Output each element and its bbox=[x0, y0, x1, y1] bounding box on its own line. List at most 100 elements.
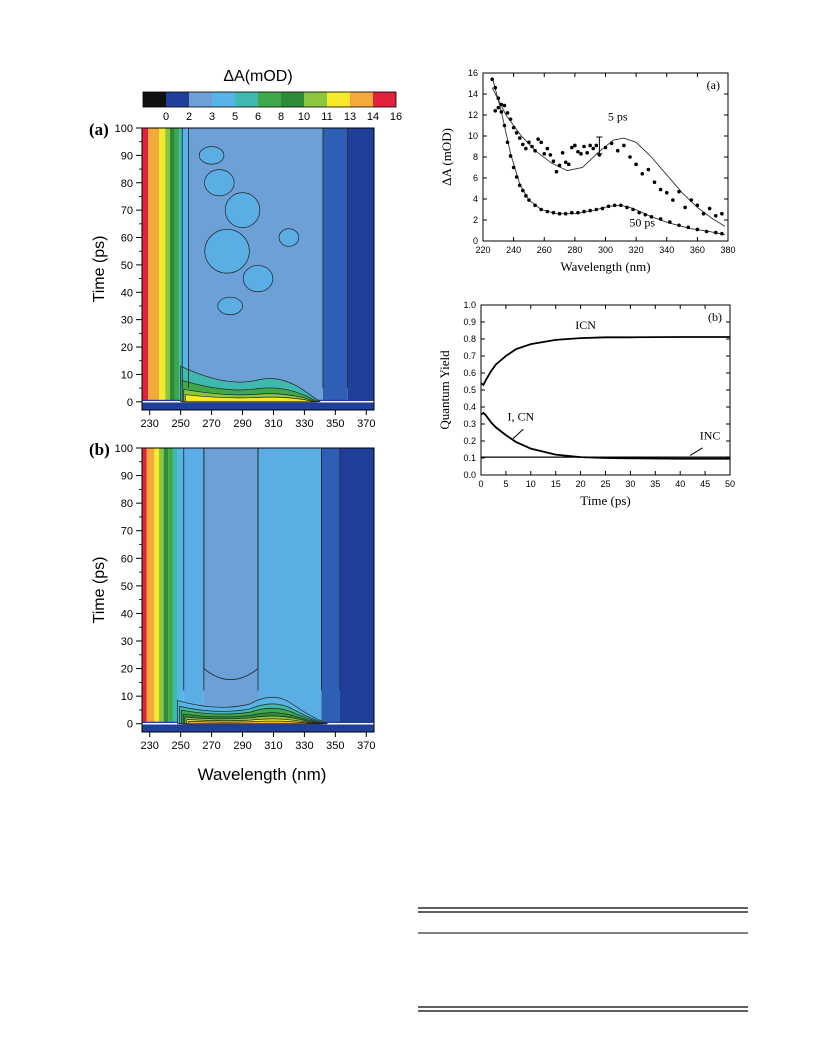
data-point bbox=[628, 155, 632, 159]
data-point bbox=[499, 102, 504, 107]
data-point bbox=[508, 117, 513, 121]
colorbar-cell bbox=[258, 92, 281, 107]
data-point bbox=[527, 198, 531, 202]
data-point bbox=[508, 154, 513, 158]
data-point bbox=[634, 162, 638, 167]
colorbar-cell bbox=[327, 92, 350, 107]
y-tick-label: 10 bbox=[468, 131, 478, 141]
plot-frame bbox=[480, 304, 731, 476]
y-tick-label: 50 bbox=[121, 260, 133, 272]
data-point bbox=[720, 211, 724, 216]
data-point bbox=[566, 162, 571, 167]
data-point bbox=[502, 103, 507, 108]
colorbar-cell bbox=[235, 92, 258, 107]
heatmap-band bbox=[339, 448, 374, 732]
colorbar-tick-label: 5 bbox=[232, 111, 238, 123]
contour-region bbox=[188, 720, 319, 725]
data-point bbox=[490, 77, 494, 82]
data-point bbox=[539, 140, 543, 145]
data-point bbox=[557, 211, 562, 216]
y-tick-label: 70 bbox=[121, 526, 133, 538]
y-tick-label: 10 bbox=[121, 691, 133, 703]
series-label-icn: ICN bbox=[575, 318, 596, 332]
data-point bbox=[545, 209, 550, 214]
x-tick-label: 290 bbox=[233, 740, 251, 752]
x-tick-label: 350 bbox=[326, 418, 344, 430]
data-point bbox=[637, 210, 641, 215]
x-tick-label: 30 bbox=[625, 479, 635, 489]
heatmap-band bbox=[183, 448, 204, 732]
data-point bbox=[514, 175, 519, 179]
heatmap-band bbox=[159, 448, 164, 732]
baseline-strip bbox=[142, 399, 374, 410]
y-tick-label: 0.4 bbox=[463, 402, 476, 412]
data-point bbox=[615, 148, 620, 153]
x-tick-label: 280 bbox=[567, 245, 582, 255]
y-axis-label: Time (ps) bbox=[91, 557, 108, 624]
y-axis-label: Quantum Yield bbox=[437, 350, 452, 430]
data-point bbox=[536, 137, 540, 141]
colorbar-tick-label: 3 bbox=[209, 111, 215, 123]
data-point bbox=[622, 143, 626, 148]
colorbar-tick-label: 6 bbox=[255, 111, 261, 123]
data-point bbox=[689, 198, 694, 202]
data-point bbox=[582, 209, 586, 214]
y-tick-label: 0.1 bbox=[463, 453, 476, 463]
y-tick-label: 0.3 bbox=[463, 419, 476, 429]
y-tick-label: 0.0 bbox=[463, 470, 476, 480]
colorbar-cell bbox=[281, 92, 304, 107]
x-tick-label: 290 bbox=[233, 418, 251, 430]
data-point bbox=[514, 131, 519, 135]
x-tick-label: 10 bbox=[526, 479, 536, 489]
panel-label-a: (a) bbox=[89, 120, 109, 139]
series-label-icn2: I, CN bbox=[508, 410, 535, 424]
data-point bbox=[643, 212, 648, 217]
y-tick-label: 40 bbox=[121, 287, 133, 299]
y-tick-label: 60 bbox=[121, 553, 133, 565]
x-tick-label: 320 bbox=[629, 245, 644, 255]
data-point bbox=[677, 223, 681, 228]
contour-island bbox=[204, 228, 250, 274]
data-point bbox=[545, 146, 550, 151]
colorbar-frame bbox=[142, 91, 397, 108]
data-point bbox=[554, 169, 559, 174]
data-point bbox=[557, 163, 562, 168]
x-tick-label: 310 bbox=[264, 740, 282, 752]
data-point bbox=[551, 159, 556, 163]
y-axis-label: Time (ps) bbox=[91, 236, 108, 303]
data-point bbox=[588, 143, 592, 148]
x-tick-label: 230 bbox=[141, 740, 159, 752]
heatmap-band bbox=[142, 128, 149, 410]
y-tick-label: 30 bbox=[121, 636, 133, 648]
y-tick-label: 80 bbox=[121, 178, 133, 190]
spectrum-chart: 220 240 260 280 300 320 340 360 380 0 2 4 6 8 10 12 14 16… bbox=[439, 68, 736, 274]
y-tick-label: 10 bbox=[121, 369, 133, 381]
data-point bbox=[517, 136, 522, 140]
y-tick-label: 4 bbox=[473, 194, 478, 204]
data-point bbox=[701, 211, 706, 216]
x-tick-label: 370 bbox=[357, 418, 375, 430]
contour-island bbox=[278, 228, 300, 247]
data-point bbox=[619, 203, 623, 208]
y-tick-label: 1.0 bbox=[463, 300, 476, 310]
data-point bbox=[625, 205, 629, 210]
data-point bbox=[594, 143, 599, 148]
y-tick-label: 2 bbox=[473, 215, 478, 225]
data-point bbox=[695, 227, 700, 232]
x-tick-label: 360 bbox=[690, 245, 705, 255]
data-point bbox=[548, 153, 553, 157]
data-point bbox=[579, 152, 583, 156]
y-tick-label: 40 bbox=[121, 608, 133, 620]
y-tick-label: 50 bbox=[121, 581, 133, 593]
data-point bbox=[594, 207, 599, 212]
data-point bbox=[631, 207, 635, 212]
data-point bbox=[585, 151, 589, 155]
heatmap-band bbox=[168, 448, 173, 732]
x-tick-label: 310 bbox=[264, 418, 282, 430]
y-tick-label: 60 bbox=[121, 233, 133, 245]
data-point bbox=[707, 206, 712, 211]
data-point bbox=[600, 206, 605, 211]
y-tick-label: 0.8 bbox=[463, 334, 476, 344]
data-point bbox=[576, 210, 580, 215]
heatmap-band bbox=[182, 128, 189, 410]
